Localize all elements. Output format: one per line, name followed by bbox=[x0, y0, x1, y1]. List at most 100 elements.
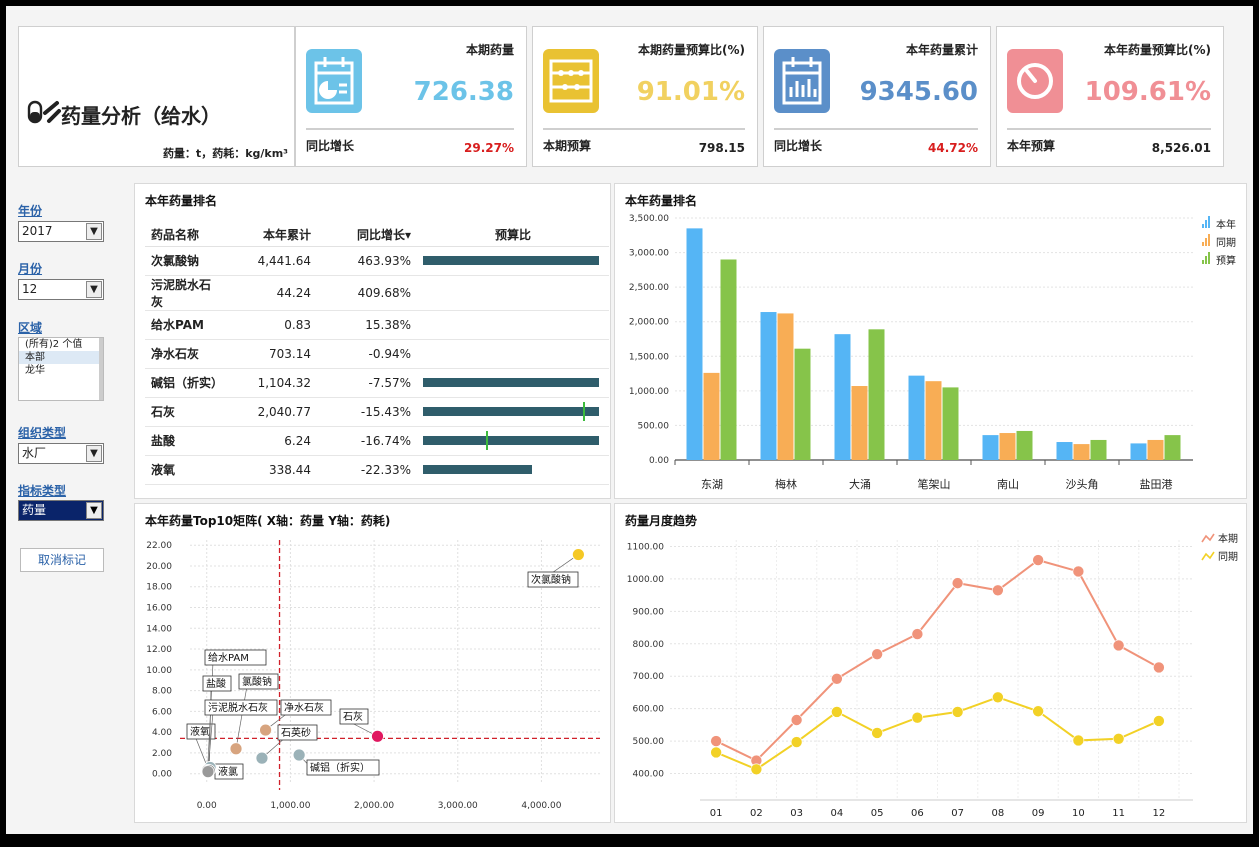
table-cell-total: 6.24 bbox=[225, 426, 317, 456]
bar-本年 bbox=[1056, 442, 1073, 460]
table-row[interactable]: 石灰 2,040.77 -15.43% bbox=[145, 397, 609, 427]
panel-title: 药量月度趋势 bbox=[625, 514, 698, 528]
series-point bbox=[750, 763, 763, 776]
x-tick-label: 南山 bbox=[997, 478, 1019, 491]
point-label: 给水PAM bbox=[208, 651, 249, 664]
kpi-divider bbox=[774, 128, 978, 130]
point-label: 次氯酸钠 bbox=[531, 573, 571, 586]
col-header[interactable]: 本年累计 bbox=[225, 224, 317, 247]
legend-line-icon bbox=[1201, 533, 1215, 543]
budget-ratio-bar[interactable] bbox=[423, 431, 599, 450]
point-label: 污泥脱水石灰 bbox=[208, 701, 268, 714]
series-point bbox=[1112, 733, 1125, 745]
org-type-select[interactable]: 水厂 ▼ bbox=[18, 443, 104, 464]
y-tick-label: 3,000.00 bbox=[629, 249, 669, 259]
budget-ratio-cell bbox=[417, 455, 609, 485]
callout-box bbox=[204, 649, 267, 666]
table-row[interactable]: 液氧 338.44 -22.33% bbox=[145, 455, 609, 485]
kpi-card-period-budget-ratio: 本期药量预算比(%) 91.01% 本期预算 798.15 bbox=[532, 26, 758, 167]
x-tick-label: 11 bbox=[1112, 808, 1125, 819]
y-tick-label: 12.00 bbox=[146, 645, 172, 655]
gauge-icon bbox=[1007, 49, 1063, 113]
x-tick-label: 03 bbox=[790, 808, 803, 819]
budget-ratio-bar[interactable] bbox=[423, 256, 599, 265]
table-cell-growth: 15.38% bbox=[317, 310, 417, 340]
x-tick-label: 盐田港 bbox=[1140, 478, 1173, 491]
table-row[interactable]: 盐酸 6.24 -16.74% bbox=[145, 426, 609, 456]
x-tick-label: 10 bbox=[1072, 808, 1085, 819]
x-tick-label: 大涌 bbox=[849, 477, 871, 491]
x-tick-label: 沙头角 bbox=[1066, 478, 1099, 491]
y-tick-label: 600.00 bbox=[633, 705, 665, 715]
bar-本年 bbox=[1130, 443, 1147, 460]
chevron-down-icon[interactable]: ▼ bbox=[86, 281, 102, 298]
region-list[interactable]: (所有)2 个值 本部 龙华 bbox=[18, 337, 104, 401]
bar-chart: 0.00 500.00 1,000.00 1,500.00 2,000.00 2,500.… bbox=[629, 214, 1236, 491]
table-cell-name: 碱铝（折实） bbox=[145, 368, 225, 398]
table-row[interactable]: 净水石灰 703.14 -0.94% bbox=[145, 339, 609, 369]
series-point bbox=[831, 706, 843, 718]
budget-ratio-bar[interactable] bbox=[423, 465, 533, 474]
bar-同期 bbox=[703, 372, 720, 460]
chevron-down-icon[interactable]: ▼ bbox=[86, 445, 102, 462]
region-item[interactable]: (所有)2 个值 bbox=[25, 339, 83, 350]
table-scrollbar[interactable] bbox=[595, 479, 599, 493]
region-item[interactable]: 龙华 bbox=[25, 365, 45, 376]
x-tick-label: 4,000.00 bbox=[521, 801, 561, 811]
clear-marks-button[interactable]: 取消标记 bbox=[20, 548, 104, 572]
y-tick-label: 500.00 bbox=[633, 737, 665, 747]
y-tick-label: 8.00 bbox=[152, 687, 172, 697]
budget-ratio-cell bbox=[417, 310, 609, 340]
month-select[interactable]: 12 ▼ bbox=[18, 279, 104, 300]
budget-ratio-cell bbox=[417, 397, 609, 427]
table-row[interactable]: 给水PAM 0.83 15.38% bbox=[145, 310, 609, 340]
units-note: 药量：t，药耗：kg/km³ bbox=[162, 147, 288, 160]
col-header[interactable]: 药品名称 bbox=[145, 224, 225, 247]
year-label: 年份 bbox=[18, 204, 43, 218]
col-header[interactable]: 预算比 bbox=[417, 224, 609, 247]
bar-chart-panel: 本年药量排名 0.00 500.00 1,000.00 1,500.00 2,000.0… bbox=[614, 183, 1247, 499]
table-cell-growth: -7.57% bbox=[317, 368, 417, 398]
table-cell-total: 44.24 bbox=[225, 275, 317, 311]
table-row[interactable]: 次氯酸钠 4,441.64 463.93% bbox=[145, 246, 609, 276]
panel-title: 本年药量排名 bbox=[145, 194, 218, 208]
y-tick-label: 900.00 bbox=[633, 607, 665, 617]
budget-ratio-bar[interactable] bbox=[423, 378, 599, 387]
col-header[interactable]: 同比增长▾ bbox=[317, 224, 417, 247]
year-select[interactable]: 2017 ▼ bbox=[18, 221, 104, 242]
kpi-sub-value: 44.72% bbox=[928, 141, 978, 155]
series-point bbox=[1153, 661, 1165, 674]
x-tick-label: 12 bbox=[1153, 808, 1166, 819]
chevron-down-icon[interactable]: ▼ bbox=[86, 502, 102, 519]
kpi-sub-value: 798.15 bbox=[698, 141, 745, 155]
legend-item: 本期 bbox=[1201, 532, 1238, 545]
y-tick-label: 0.00 bbox=[152, 770, 172, 780]
chevron-down-icon[interactable]: ▼ bbox=[86, 223, 102, 240]
legend-item: 同期 bbox=[1201, 551, 1238, 563]
kpi-card-period-dosage: 本期药量 726.38 同比增长 29.27% bbox=[295, 26, 527, 167]
bar-同期 bbox=[851, 386, 868, 460]
metric-type-select[interactable]: 药量 ▼ bbox=[18, 500, 104, 521]
table-row[interactable]: 碱铝（折实） 1,104.32 -7.57% bbox=[145, 368, 609, 398]
table-row[interactable]: 污泥脱水石灰 44.24 409.68% bbox=[145, 275, 609, 311]
bar-预算 bbox=[868, 329, 885, 460]
legend-swatch-icon bbox=[1208, 234, 1210, 246]
table-cell-total: 338.44 bbox=[225, 455, 317, 485]
kpi-sub-label: 同比增长 bbox=[774, 139, 823, 153]
region-label: 区域 bbox=[18, 321, 43, 335]
budget-ratio-bar[interactable] bbox=[423, 402, 599, 421]
bar-预算 bbox=[1016, 430, 1033, 460]
bar-本年 bbox=[908, 375, 925, 460]
region-scrollbar[interactable] bbox=[99, 338, 103, 400]
bar-同期 bbox=[999, 433, 1016, 460]
legend-item: 同期 bbox=[1202, 234, 1236, 249]
scatter-point bbox=[371, 729, 384, 743]
kpi-value: 726.38 bbox=[413, 77, 514, 107]
bar-本年 bbox=[982, 435, 999, 460]
callout-box bbox=[204, 699, 278, 716]
region-item[interactable]: 本部 bbox=[19, 351, 103, 364]
table-cell-name: 液氧 bbox=[145, 455, 225, 485]
x-tick-label: 07 bbox=[951, 808, 964, 819]
series-line-本期 bbox=[715, 559, 1160, 762]
bar-预算 bbox=[720, 259, 737, 460]
